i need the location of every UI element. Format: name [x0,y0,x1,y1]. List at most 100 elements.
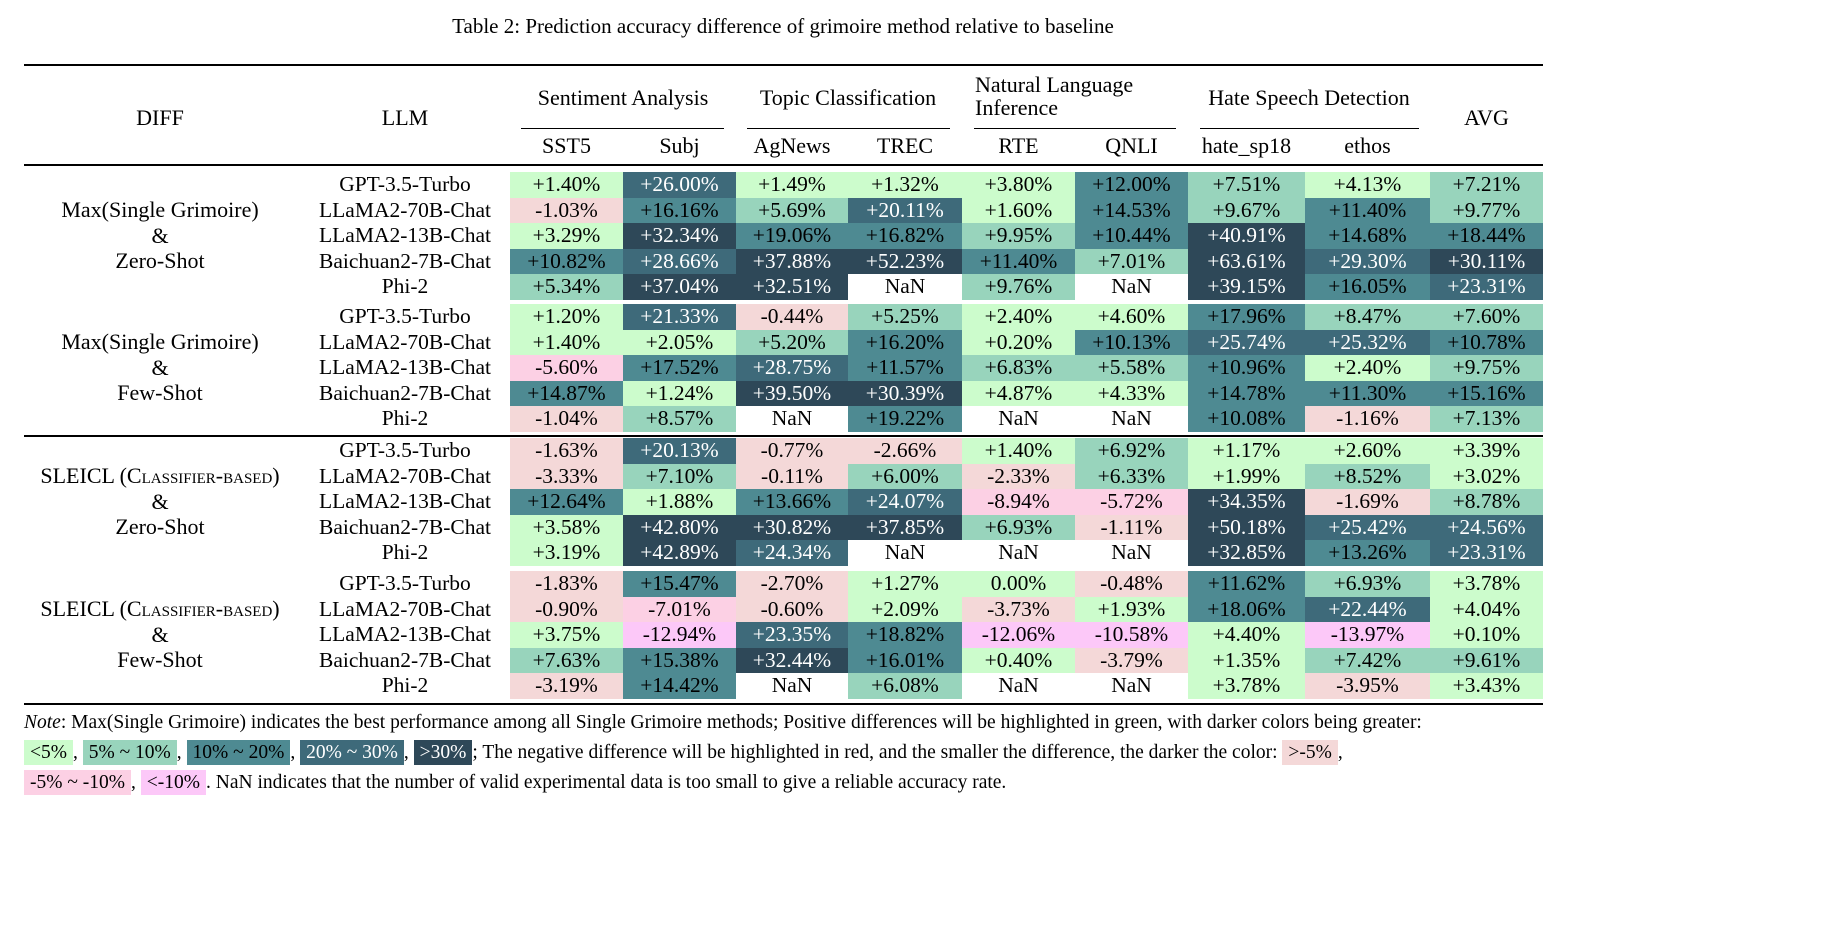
value-cell: +50.18% [1188,514,1305,540]
value-cell: +1.20% [510,304,623,330]
value-cell: +2.09% [848,596,962,622]
llm-name: Baichuan2-7B-Chat [319,647,491,672]
value-cell: +1.40% [962,438,1075,464]
value-cell: +1.27% [848,571,962,597]
avg-cell: +3.02% [1430,463,1543,489]
avg-cell: +15.16% [1430,380,1543,406]
section-label: SLEICL (Classifier-based) & Few-Shot [24,596,296,673]
note-text-1: : Max(Single Grimoire) indicates the bes… [60,712,1422,733]
value-cell: -3.79% [1075,647,1188,673]
header-llm: LLM [381,105,429,130]
value-cell: +3.75% [510,622,623,648]
avg-cell: +23.31% [1430,540,1543,566]
value-cell: +11.40% [1305,197,1430,223]
value-cell: -13.97% [1305,622,1430,648]
table-row: LLaMA2-13B-Chat +3.29% +32.34% +19.06% +16.8… [300,223,1543,249]
value-cell: +20.11% [848,197,962,223]
value-cell: -0.44% [736,304,848,330]
avg-cell: +4.04% [1430,596,1543,622]
value-cell: +10.44% [1075,223,1188,249]
legend-pos-5-10: 5% ~ 10% [82,740,177,765]
value-cell: +39.50% [736,380,848,406]
value-cell: +1.24% [623,380,736,406]
value-cell: +1.49% [736,172,848,198]
value-cell: +7.42% [1305,647,1430,673]
value-cell: NaN [848,540,962,566]
avg-cell: +18.44% [1430,223,1543,249]
value-cell: +16.05% [1305,274,1430,300]
value-cell: +14.53% [1075,197,1188,223]
value-cell: -1.69% [1305,489,1430,515]
value-cell: +15.47% [623,571,736,597]
value-cell: -0.60% [736,596,848,622]
value-cell: +17.96% [1188,304,1305,330]
value-cell: -0.11% [736,463,848,489]
value-cell: NaN [1075,274,1188,300]
value-cell: +0.20% [962,329,1075,355]
value-cell: -1.04% [510,406,623,432]
value-cell: +25.32% [1305,329,1430,355]
value-cell: -12.06% [962,622,1075,648]
avg-cell: +3.39% [1430,438,1543,464]
table-row: Baichuan2-7B-Chat +3.58% +42.80% +30.82% +37… [300,514,1543,540]
section-label: Max(Single Grimoire) & Few-Shot [24,329,296,406]
value-cell: +40.91% [1188,223,1305,249]
value-cell: -0.77% [736,438,848,464]
value-cell: +8.47% [1305,304,1430,330]
llm-name: Baichuan2-7B-Chat [319,248,491,273]
value-cell: -3.73% [962,596,1075,622]
llm-name: LLaMA2-70B-Chat [319,596,491,621]
table-row: Phi-2 -1.04% +8.57% NaN +19.22% NaN NaN +10.08%… [300,406,1543,432]
avg-cell: +9.75% [1430,355,1543,381]
value-cell: NaN [736,673,848,699]
value-cell: NaN [1075,406,1188,432]
value-cell: +7.01% [1075,248,1188,274]
value-cell: +63.61% [1188,248,1305,274]
avg-cell: +9.61% [1430,647,1543,673]
header-group-nli-line1: Natural Language [975,72,1134,97]
section-label-line: Zero-Shot [115,248,205,273]
header-group-sentiment: Sentiment Analysis [537,85,709,110]
mid-rule [24,435,1543,437]
llm-name: GPT-3.5-Turbo [339,438,471,462]
value-cell: 0.00% [962,571,1075,597]
value-cell: +23.35% [736,622,848,648]
value-cell: +5.58% [1075,355,1188,381]
value-cell: +3.78% [1188,673,1305,699]
value-cell: +14.78% [1188,380,1305,406]
value-cell: +30.39% [848,380,962,406]
value-cell: +42.89% [623,540,736,566]
header-subj: Subj [659,133,700,158]
value-cell: +11.30% [1305,380,1430,406]
section-label: SLEICL (Classifier-based) & Zero-Shot [24,463,296,540]
table-row: LLaMA2-13B-Chat +12.64% +1.88% +13.66% +24.0… [300,489,1543,515]
llm-name: LLaMA2-70B-Chat [319,463,491,488]
value-cell: +17.52% [623,355,736,381]
section-label-line: Few-Shot [117,647,203,672]
header-hate-sp18: hate_sp18 [1201,133,1292,158]
value-cell: +6.93% [1305,571,1430,597]
value-cell: +7.51% [1188,172,1305,198]
value-cell: -3.33% [510,463,623,489]
value-cell: +11.62% [1188,571,1305,597]
value-cell: +32.34% [623,223,736,249]
bottom-rule [24,703,1543,705]
value-cell: +21.33% [623,304,736,330]
cmidrule-sentiment [521,128,724,129]
section-label-line: & [151,621,169,647]
value-cell: -2.70% [736,571,848,597]
value-cell: -2.33% [962,463,1075,489]
value-cell: +8.57% [623,406,736,432]
value-cell: +28.66% [623,248,736,274]
value-cell: +6.92% [1075,438,1188,464]
value-cell: +16.82% [848,223,962,249]
legend-neg-lt-m10: <-10% [140,770,207,795]
value-cell: -5.60% [510,355,623,381]
value-cell: +1.40% [510,329,623,355]
section-label: Max(Single Grimoire) & Zero-Shot [24,197,296,274]
llm-name: Phi-2 [381,673,429,697]
legend-pos-lt5: <5% [24,740,73,765]
value-cell: NaN [962,406,1075,432]
table-row: Baichuan2-7B-Chat +7.63% +15.38% +32.44% +16… [300,647,1543,673]
value-cell: +16.20% [848,329,962,355]
